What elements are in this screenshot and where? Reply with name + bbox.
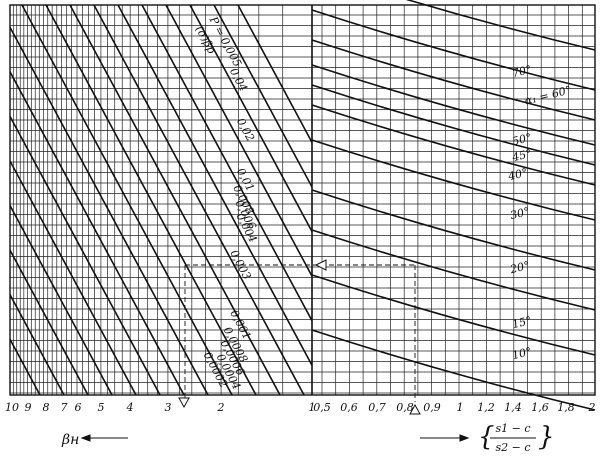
curve-label: 15° (511, 314, 533, 331)
curve-label: α₁ = 60° (523, 83, 572, 107)
curve-label: 10° (511, 345, 533, 362)
curve (311, 274, 596, 356)
curve (69, 5, 281, 395)
curve (165, 5, 312, 278)
x-tick-label: 0,9 (423, 401, 441, 414)
example-path (184, 264, 416, 402)
curve (237, 5, 312, 145)
curve (311, 104, 596, 186)
brace: } (538, 422, 555, 452)
x-tick-label: 9 (25, 401, 32, 414)
curve (21, 5, 233, 395)
x-tick-label: 6 (75, 401, 82, 414)
x-tick-label: 1 (309, 401, 316, 414)
x-tick-label: 10 (5, 401, 19, 414)
x-tick-label: 0,6 (340, 401, 358, 414)
brace: { (478, 422, 495, 452)
curve-label: 30° (509, 205, 531, 222)
x-tick-label: 0,8 (396, 401, 414, 414)
fraction-bottom: s2 − c (495, 441, 530, 454)
curve (311, 229, 596, 311)
curve (10, 159, 137, 395)
x-tick-label: 3 (165, 401, 172, 414)
curve (311, 84, 596, 166)
x-tick-label: 2 (217, 401, 225, 414)
curve-label: 20° (508, 259, 531, 277)
arrow (80, 434, 128, 442)
x-tick-label: 5 (98, 401, 105, 414)
curve (10, 114, 161, 395)
fraction-top: s1 − c (495, 422, 530, 435)
curve (311, 329, 596, 411)
frame (9, 4, 596, 396)
curve (117, 5, 312, 367)
arrow (420, 434, 470, 442)
curve (311, 139, 596, 221)
curve-label: 50° (511, 131, 533, 148)
x-tick-label: 4 (126, 401, 134, 414)
left-axis-label: βн (61, 432, 79, 448)
x-tick-label: 1,6 (531, 401, 549, 414)
arrow-marker (178, 397, 190, 409)
curve (213, 5, 312, 189)
left-lines (10, 5, 312, 395)
x-tick-label: 8 (43, 401, 50, 414)
x-tick-label: 1,8 (557, 401, 575, 414)
arrow-marker (409, 403, 421, 415)
x-tick-label: 1,4 (504, 401, 522, 414)
curve-label: 70° (511, 63, 533, 80)
curve (10, 25, 209, 395)
curve (311, 64, 596, 146)
curve-label: 40° (506, 166, 529, 184)
x-tick-label: 0,7 (368, 401, 386, 414)
curve (311, 189, 596, 271)
curve (311, 9, 596, 91)
curve (10, 293, 65, 395)
curve (10, 203, 113, 395)
grid (10, 5, 595, 395)
curve (189, 5, 312, 234)
x-tick-label: 1 (457, 401, 464, 414)
curve-label: 45° (510, 147, 533, 165)
curve (311, 39, 596, 121)
curves (10, 0, 596, 411)
x-tick-label: 2 (588, 401, 596, 414)
curve (93, 5, 305, 395)
curve (10, 70, 185, 395)
curve (141, 5, 312, 323)
x-tick-label: 0,5 (313, 401, 331, 414)
arrow-marker (314, 259, 327, 271)
curve (45, 5, 257, 395)
x-tick-label: 1,2 (477, 401, 495, 414)
x-tick-label: 7 (61, 401, 68, 414)
curve (10, 248, 89, 395)
curve (405, 0, 596, 51)
